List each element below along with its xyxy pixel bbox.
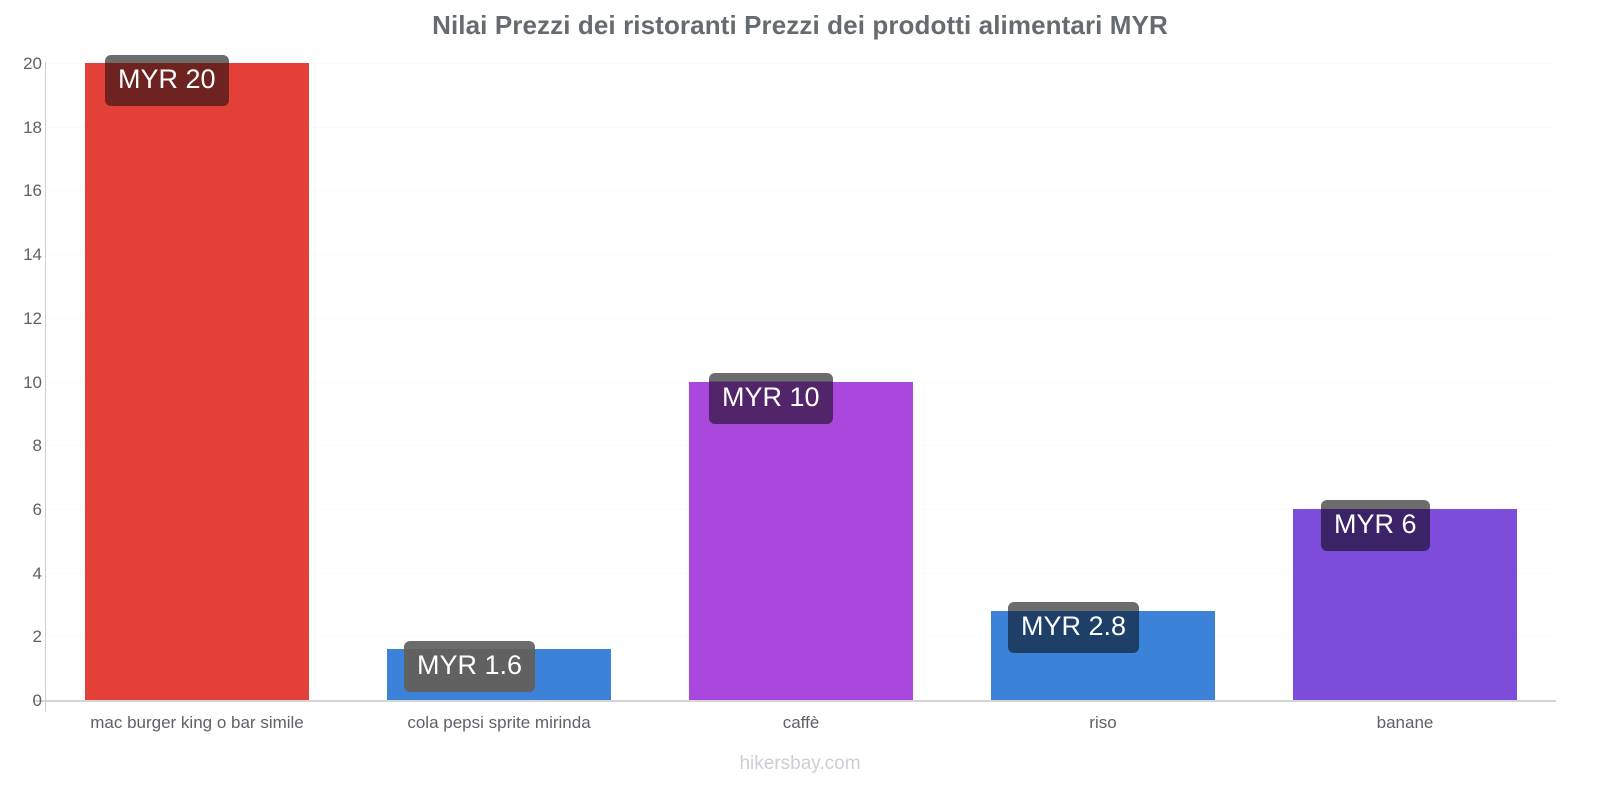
bar-value-label: MYR 6 xyxy=(1321,500,1430,551)
x-axis-tick-label: cola pepsi sprite mirinda xyxy=(407,713,591,732)
y-axis-tick-label: 12 xyxy=(23,308,42,328)
chart-title: Nilai Prezzi dei ristoranti Prezzi dei p… xyxy=(432,10,1168,40)
x-axis-tick-label: mac burger king o bar simile xyxy=(90,713,304,732)
x-axis-tick-label: banane xyxy=(1376,713,1434,732)
x-axis-line xyxy=(33,700,1556,702)
y-axis-tick-label: 18 xyxy=(23,117,42,137)
y-axis-tick-label: 14 xyxy=(23,245,42,265)
y-axis-tick-label: 20 xyxy=(23,54,42,73)
source-watermark: hikersbay.com xyxy=(739,753,861,774)
y-axis-tick-label: 16 xyxy=(23,181,42,201)
y-axis-tick-label: 0 xyxy=(32,691,42,710)
y-axis-line-extension xyxy=(45,700,46,712)
y-axis-line xyxy=(45,62,46,701)
y-axis-tick-label: 2 xyxy=(32,627,42,647)
y-axis-tick-label: 8 xyxy=(32,436,42,456)
bar-value-label: MYR 10 xyxy=(709,373,833,424)
bar[interactable] xyxy=(689,381,913,700)
bar-value-label: MYR 2.8 xyxy=(1008,602,1140,653)
y-axis-tick-label: 4 xyxy=(32,563,42,583)
y-axis-tick-label: 6 xyxy=(32,499,42,519)
x-axis-tick-label: riso xyxy=(1089,713,1117,732)
grid-line xyxy=(46,63,1556,64)
grid-line xyxy=(46,254,1556,256)
bar-value-label: MYR 20 xyxy=(105,55,229,106)
x-axis-tick-label: caffè xyxy=(782,713,820,732)
grid-line xyxy=(46,317,1556,319)
bar[interactable] xyxy=(85,63,309,700)
grid-line xyxy=(46,126,1556,128)
bar-value-label: MYR 1.6 xyxy=(404,641,536,692)
grid-line xyxy=(46,190,1556,192)
y-axis-tick-label: 10 xyxy=(23,372,42,392)
